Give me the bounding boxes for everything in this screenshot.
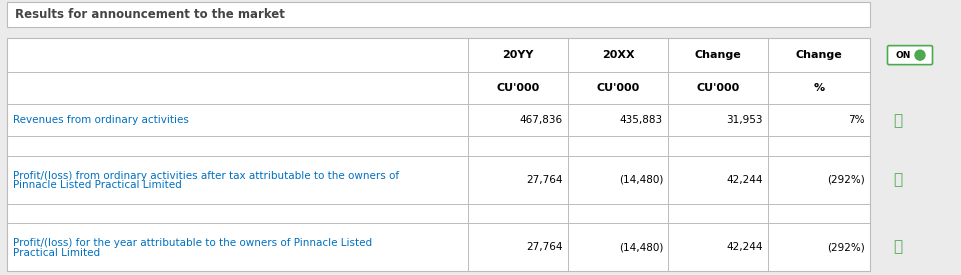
Text: 31,953: 31,953 [727, 115, 763, 125]
Text: CU'000: CU'000 [597, 83, 640, 93]
Text: 435,883: 435,883 [620, 115, 663, 125]
Text: CU'000: CU'000 [497, 83, 540, 93]
Bar [7, 2, 870, 27]
Text: Pinnacle Listed Practical Limited: Pinnacle Listed Practical Limited [13, 180, 182, 190]
Circle shape [915, 50, 925, 60]
FancyBboxPatch shape [888, 46, 932, 65]
Text: Change: Change [796, 50, 843, 60]
Text: CU'000: CU'000 [697, 83, 740, 93]
Text: 20XX: 20XX [602, 50, 634, 60]
Text: 42,244: 42,244 [727, 242, 763, 252]
Text: 20YY: 20YY [503, 50, 533, 60]
Text: Results for announcement to the market: Results for announcement to the market [15, 8, 284, 21]
Text: Profit/(loss) for the year attributable to the owners of Pinnacle Listed: Profit/(loss) for the year attributable … [13, 238, 372, 248]
Text: 42,244: 42,244 [727, 175, 763, 185]
Text: (292%): (292%) [827, 242, 865, 252]
Text: Change: Change [695, 50, 741, 60]
Text: 467,836: 467,836 [520, 115, 563, 125]
Text: Revenues from ordinary activities: Revenues from ordinary activities [13, 115, 189, 125]
Text: Practical Limited: Practical Limited [13, 248, 100, 258]
Text: (292%): (292%) [827, 175, 865, 185]
Text: 27,764: 27,764 [527, 175, 563, 185]
Text: ON: ON [896, 51, 911, 60]
Text: Profit/(loss) from ordinary activities after tax attributable to the owners of: Profit/(loss) from ordinary activities a… [13, 170, 399, 181]
Text: 27,764: 27,764 [527, 242, 563, 252]
Text: 🔗: 🔗 [894, 172, 902, 187]
Text: 🔗: 🔗 [894, 240, 902, 255]
Text: 🔗: 🔗 [894, 113, 902, 128]
Text: %: % [813, 83, 825, 93]
Bar [7, 38, 870, 271]
Text: (14,480): (14,480) [619, 175, 663, 185]
Text: (14,480): (14,480) [619, 242, 663, 252]
Text: 7%: 7% [849, 115, 865, 125]
